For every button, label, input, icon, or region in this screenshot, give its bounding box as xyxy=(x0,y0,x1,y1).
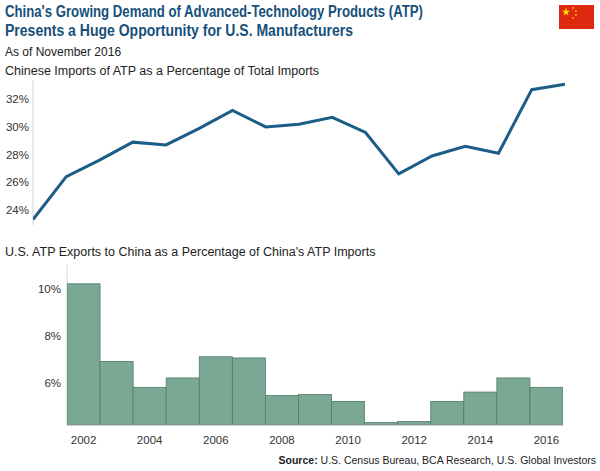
chart-title: Chinese Imports of ATP as a Percentage o… xyxy=(5,64,319,78)
x-tick-label: 2006 xyxy=(203,434,229,446)
line-series xyxy=(33,84,565,219)
flag-star xyxy=(575,14,578,17)
chart-canvas: China's Growing Demand of Advanced-Techn… xyxy=(0,0,600,471)
flag-star xyxy=(562,8,570,16)
y-tick-label: 30% xyxy=(6,121,29,133)
bar xyxy=(431,401,464,425)
y-tick-label: 6% xyxy=(44,377,61,389)
source-text: U.S. Census Bureau, BCA Research, U.S. G… xyxy=(318,454,596,466)
y-tick-label: 24% xyxy=(6,204,29,216)
y-tick-label: 26% xyxy=(6,176,29,188)
flag-star xyxy=(572,17,575,20)
bar xyxy=(133,387,166,425)
flag-star xyxy=(572,7,575,10)
x-tick-label: 2012 xyxy=(401,434,427,446)
x-tick-label: 2010 xyxy=(335,434,361,446)
bar xyxy=(232,358,265,425)
date-note: As of November 2016 xyxy=(5,45,121,59)
flag-star xyxy=(575,10,578,13)
bar xyxy=(497,378,530,425)
y-tick-label: 32% xyxy=(6,93,29,105)
bar xyxy=(398,421,431,425)
plot-area xyxy=(67,284,563,425)
x-tick-label: 2008 xyxy=(269,434,295,446)
y-tick-label: 10% xyxy=(38,283,61,295)
bar xyxy=(67,284,100,425)
bar xyxy=(332,401,365,425)
x-axis-line xyxy=(67,425,563,426)
bar xyxy=(464,392,497,425)
title: China's Growing Demand of Advanced-Techn… xyxy=(5,3,423,20)
bar xyxy=(265,396,298,425)
title: Presents a Huge Opportunity for U.S. Man… xyxy=(5,22,353,39)
x-tick-label: 2004 xyxy=(137,434,163,446)
x-tick-label: 2014 xyxy=(468,434,494,446)
flag xyxy=(559,5,594,29)
bar xyxy=(100,361,133,425)
source-prefix: Source: xyxy=(279,454,318,466)
x-tick-label: 2002 xyxy=(71,434,97,446)
source: Source: U.S. Census Bureau, BCA Research… xyxy=(279,454,596,466)
plot-area xyxy=(33,84,565,219)
bar xyxy=(530,387,563,425)
y-tick-label: 8% xyxy=(44,330,61,342)
y-axis-line xyxy=(33,80,34,225)
bar xyxy=(199,357,232,425)
y-tick-label: 28% xyxy=(6,149,29,161)
flag-field xyxy=(559,5,594,29)
bar xyxy=(298,394,331,425)
bar xyxy=(166,378,199,425)
chart-title: U.S. ATP Exports to China as a Percentag… xyxy=(5,245,375,259)
x-tick-label: 2016 xyxy=(534,434,560,446)
